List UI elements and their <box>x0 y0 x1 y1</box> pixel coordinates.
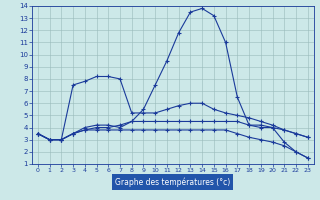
X-axis label: Graphe des températures (°c): Graphe des températures (°c) <box>115 177 230 187</box>
